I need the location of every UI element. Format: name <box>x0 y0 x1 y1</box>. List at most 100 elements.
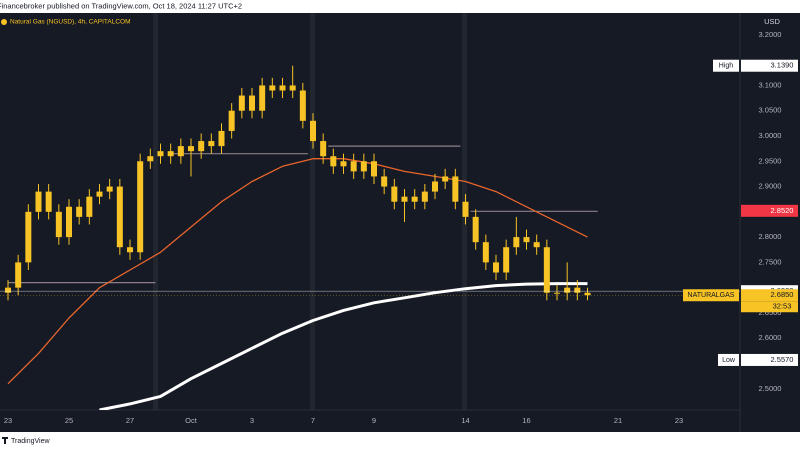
header-bar <box>0 0 800 13</box>
session-separator <box>310 13 315 410</box>
candle-body <box>513 237 520 248</box>
price-tag-value: 2.6850 <box>771 290 794 299</box>
candle-body <box>127 247 134 253</box>
candle-body <box>320 141 327 157</box>
candle-body <box>157 151 164 157</box>
price-tag-name-box <box>683 289 739 302</box>
candle-body <box>421 191 428 202</box>
candle-body <box>5 287 12 293</box>
countdown-box <box>741 301 798 313</box>
candle-body <box>411 196 418 202</box>
candle-body <box>177 146 184 157</box>
y-tick-label: 2.8000 <box>759 232 782 241</box>
price-tag-name: Low <box>722 357 736 364</box>
candle-body <box>523 237 530 243</box>
chart-background <box>0 13 800 432</box>
candle-body <box>330 156 337 167</box>
candle-body <box>66 206 73 238</box>
candle-body <box>533 242 540 248</box>
candle-body <box>269 85 276 91</box>
candle-body <box>299 90 306 121</box>
x-tick-label: 3 <box>250 416 254 425</box>
candle-body <box>45 191 52 212</box>
x-tick-label: 9 <box>372 416 376 425</box>
moving-average-line <box>7 158 588 385</box>
y-tick-label: 2.7500 <box>759 257 782 266</box>
price-tag-name: High <box>719 63 734 70</box>
moving-average-line <box>99 282 588 410</box>
y-tick-label: 3.0500 <box>759 106 782 115</box>
candle-body <box>116 186 123 248</box>
candle-body <box>279 85 286 91</box>
y-tick-label: 2.6500 <box>759 308 782 317</box>
logo-icon <box>2 437 8 444</box>
candle-body <box>350 161 357 172</box>
candle-body <box>137 161 144 253</box>
price-tag <box>741 289 798 302</box>
candle-body <box>35 191 42 212</box>
y-tick-label: 3.2000 <box>759 30 782 39</box>
candle-body <box>574 287 581 293</box>
footer-text: TradingView <box>11 438 50 445</box>
chart-title: Natural Gas (NGUSD), 4h, CAPITALCOM <box>10 19 131 26</box>
candle-body <box>228 110 235 131</box>
candle-body <box>55 211 62 238</box>
y-tick-label: 3.0000 <box>759 131 782 140</box>
candle-body <box>96 191 103 197</box>
candle-body <box>25 211 32 263</box>
y-tick-label: 2.9500 <box>759 156 782 165</box>
candle-body <box>503 247 510 273</box>
candle-body <box>564 287 571 293</box>
header-text: Financebroker published on TradingView.c… <box>0 1 242 10</box>
price-tag-name-box <box>718 353 739 366</box>
candle-body <box>106 186 113 192</box>
candle-body <box>198 141 205 152</box>
x-tick-label: 7 <box>311 416 315 425</box>
candle-body <box>360 161 367 172</box>
candle-body <box>391 186 398 202</box>
price-tag-value: 3.1390 <box>771 61 794 70</box>
price-tag-name: NATURALGAS <box>688 292 735 299</box>
candle-body <box>76 206 83 217</box>
price-tag-value: 2.5570 <box>771 355 794 364</box>
x-tick-label: 27 <box>126 416 134 425</box>
x-tick-label: 16 <box>522 416 530 425</box>
symbol-icon <box>1 19 7 25</box>
candle-body <box>238 95 245 111</box>
candle-body <box>401 196 408 202</box>
price-tag <box>741 204 798 217</box>
candle-body <box>340 161 347 167</box>
x-tick-label: 25 <box>65 416 73 425</box>
candle-body <box>462 201 469 217</box>
candle-body <box>167 151 174 157</box>
candle-body <box>493 262 500 273</box>
x-tick-label: Oct <box>185 416 198 425</box>
y-tick-label: 2.9000 <box>759 182 782 191</box>
candle-body <box>371 161 378 177</box>
currency-label: USD <box>764 17 780 26</box>
candle-body <box>432 181 439 192</box>
y-tick-label: 2.5000 <box>759 384 782 393</box>
price-tag-value: 2.8520 <box>771 206 794 215</box>
candle-body <box>584 292 591 296</box>
candle-body <box>381 176 388 187</box>
candle-body <box>289 85 296 91</box>
price-tag <box>741 353 798 366</box>
candle-body <box>249 95 256 111</box>
x-tick-label: 23 <box>675 416 683 425</box>
footer-bar <box>0 432 800 450</box>
candle-body <box>543 247 550 293</box>
candle-body <box>15 262 22 288</box>
candle-body <box>86 196 93 217</box>
y-tick-label: 3.1000 <box>759 80 782 89</box>
x-tick-label: 14 <box>461 416 469 425</box>
session-separator <box>153 13 158 410</box>
candle-body <box>452 176 459 202</box>
candle-body <box>472 216 479 243</box>
candle-body <box>147 156 154 162</box>
x-tick-label: 21 <box>614 416 622 425</box>
price-tag-name-box <box>713 59 739 72</box>
candle-body <box>442 176 449 182</box>
candle-body <box>218 130 225 147</box>
